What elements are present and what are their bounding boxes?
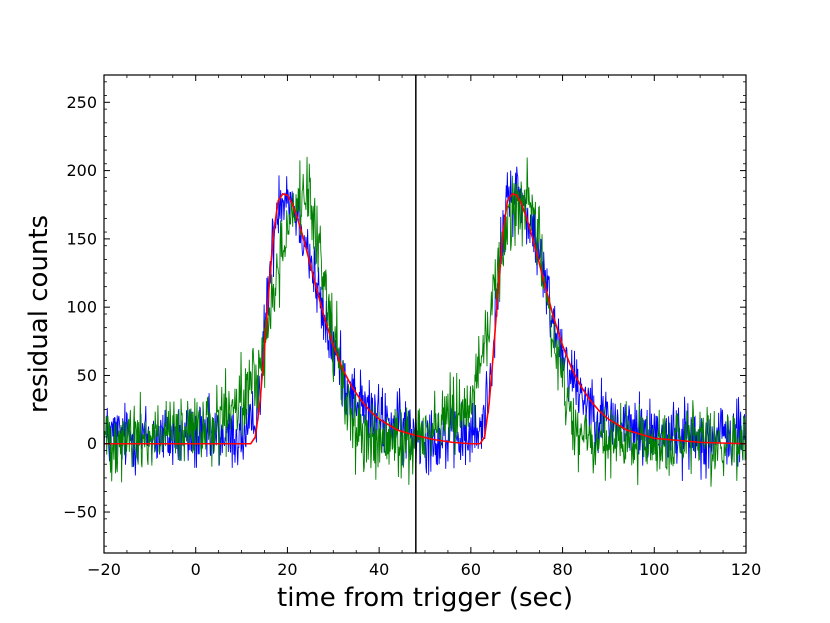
x-tick-label: 20 — [277, 560, 297, 579]
x-axis-label: time from trigger (sec) — [277, 583, 573, 613]
ticks-layer: −20 0 20 40 60 80 100 120 −50 0 50 100 150 200 250 — [63, 75, 761, 579]
x-tick-label: 120 — [731, 560, 762, 579]
y-tick-label: 200 — [66, 161, 97, 180]
y-axis-label: residual counts — [24, 215, 54, 413]
y-tick-label: 150 — [66, 229, 97, 248]
x-tick-label: 60 — [461, 560, 481, 579]
x-tick-label: 40 — [369, 560, 389, 579]
series-layer — [104, 156, 746, 487]
x-tick-label: 100 — [639, 560, 670, 579]
series-line-1 — [104, 156, 746, 487]
x-tick-label: 80 — [552, 560, 572, 579]
y-tick-label: 0 — [87, 434, 97, 453]
fit-line — [104, 192, 746, 445]
y-tick-label: −50 — [63, 503, 97, 522]
y-tick-label: 50 — [77, 366, 97, 385]
x-tick-label: −20 — [87, 560, 121, 579]
x-tick-label: 0 — [191, 560, 201, 579]
y-tick-label: 100 — [66, 298, 97, 317]
y-tick-label: 250 — [66, 93, 97, 112]
